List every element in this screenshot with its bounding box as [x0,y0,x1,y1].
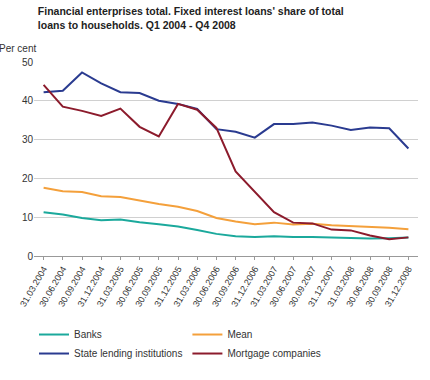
svg-text:Mortgage companies: Mortgage companies [227,348,320,359]
svg-text:31.12.2005: 31.12.2005 [152,265,183,309]
svg-text:30.09.2008: 30.09.2008 [364,265,395,309]
svg-text:0: 0 [27,251,33,262]
svg-text:40: 40 [22,95,34,106]
svg-text:30.09.2006: 30.09.2006 [210,265,241,309]
svg-text:Financial enterprises total. F: Financial enterprises total. Fixed inter… [38,5,344,31]
svg-text:31.03.2008: 31.03.2008 [325,265,356,309]
svg-text:Per cent: Per cent [0,43,36,54]
svg-text:31.03.2005: 31.03.2005 [95,265,126,309]
svg-text:31.12.2007: 31.12.2007 [306,265,337,309]
svg-text:20: 20 [22,173,34,184]
svg-text:31.03.2006: 31.03.2006 [172,265,203,309]
svg-text:31.12.2006: 31.12.2006 [229,265,260,309]
svg-text:31.03.2004: 31.03.2004 [18,265,49,309]
svg-text:31.12.2008: 31.12.2008 [383,265,414,309]
svg-text:30.09.2007: 30.09.2007 [287,265,318,309]
svg-text:30.09.2005: 30.09.2005 [133,265,164,309]
svg-text:10: 10 [22,212,34,223]
svg-text:31.03.2007: 31.03.2007 [248,265,279,309]
svg-text:31.12.2004: 31.12.2004 [76,265,107,309]
svg-text:30.06.2006: 30.06.2006 [191,265,222,309]
svg-text:Mean: Mean [227,329,252,340]
svg-text:30.06.2004: 30.06.2004 [37,265,68,309]
svg-text:30.09.2004: 30.09.2004 [56,265,87,309]
svg-text:50: 50 [22,57,34,68]
svg-text:Banks: Banks [74,329,102,340]
svg-text:30.06.2005: 30.06.2005 [114,265,145,309]
svg-text:30: 30 [22,134,34,145]
svg-text:State lending institutions: State lending institutions [74,348,182,359]
svg-text:30.06.2008: 30.06.2008 [344,265,375,309]
svg-text:30.06.2007: 30.06.2007 [268,265,299,309]
